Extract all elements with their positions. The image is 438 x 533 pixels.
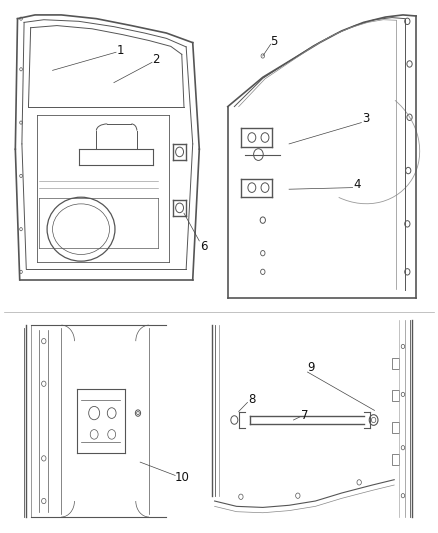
Text: 10: 10 (174, 471, 189, 483)
Text: 3: 3 (362, 112, 369, 125)
Text: 6: 6 (200, 240, 208, 253)
Text: 8: 8 (248, 393, 255, 406)
Text: 9: 9 (307, 361, 315, 374)
Text: 5: 5 (270, 35, 277, 47)
Text: 4: 4 (353, 178, 361, 191)
Text: 1: 1 (117, 44, 124, 57)
Text: 7: 7 (300, 409, 308, 422)
Text: 2: 2 (152, 53, 159, 66)
